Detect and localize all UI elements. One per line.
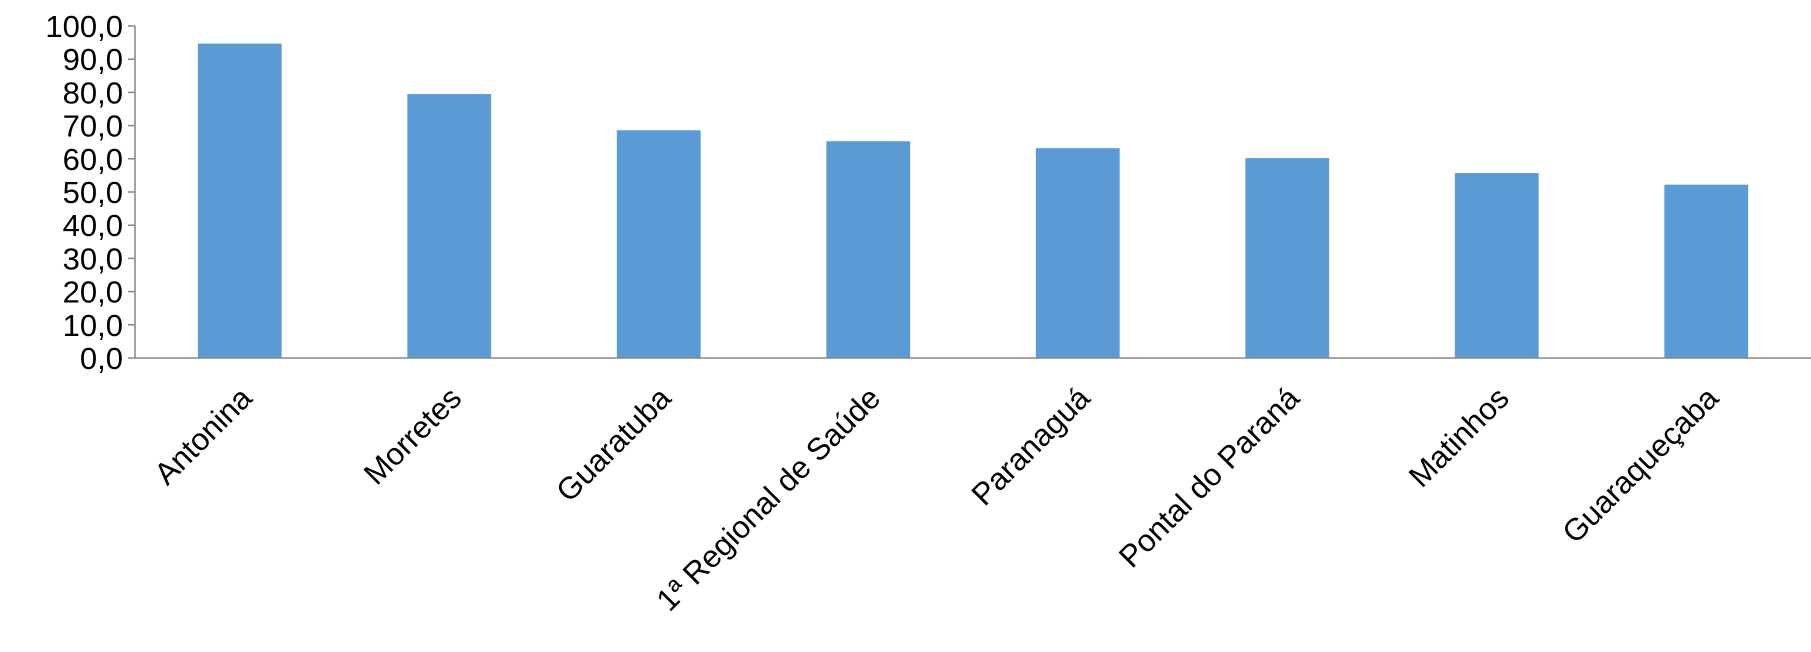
bar	[197, 43, 282, 358]
x-category-label: Guaratuba	[549, 380, 678, 509]
x-category-label: Antonina	[147, 380, 259, 492]
y-tick-label: 60,0	[63, 142, 123, 177]
x-category-label: 1ª Regional de Saúde	[650, 380, 888, 618]
x-category-label: Morretes	[357, 380, 468, 491]
bar	[1245, 158, 1330, 358]
bars	[197, 43, 1749, 358]
y-tick-label: 70,0	[63, 109, 123, 144]
bar	[1664, 184, 1749, 358]
bar	[1035, 148, 1120, 358]
y-tick-label: 10,0	[63, 308, 123, 343]
bar	[407, 94, 492, 358]
bar	[1454, 173, 1539, 358]
y-tick-label: 50,0	[63, 175, 123, 210]
x-category-label: Paranaguá	[965, 380, 1098, 513]
y-tick-label: 90,0	[63, 42, 123, 77]
y-tick-label: 0,0	[80, 341, 123, 376]
y-tick-label: 30,0	[63, 241, 123, 276]
x-category-label: Pontal do Paraná	[1112, 380, 1307, 575]
y-axis-ticks: 0,010,020,030,040,050,060,070,080,090,01…	[45, 9, 135, 376]
y-tick-label: 40,0	[63, 208, 123, 243]
x-category-label: Matinhos	[1402, 380, 1516, 494]
y-tick-label: 100,0	[45, 9, 123, 44]
y-tick-label: 80,0	[63, 75, 123, 110]
bar	[616, 130, 701, 358]
y-tick-label: 20,0	[63, 275, 123, 310]
x-category-label: Guaraqueçaba	[1555, 380, 1725, 550]
bar	[826, 141, 911, 358]
